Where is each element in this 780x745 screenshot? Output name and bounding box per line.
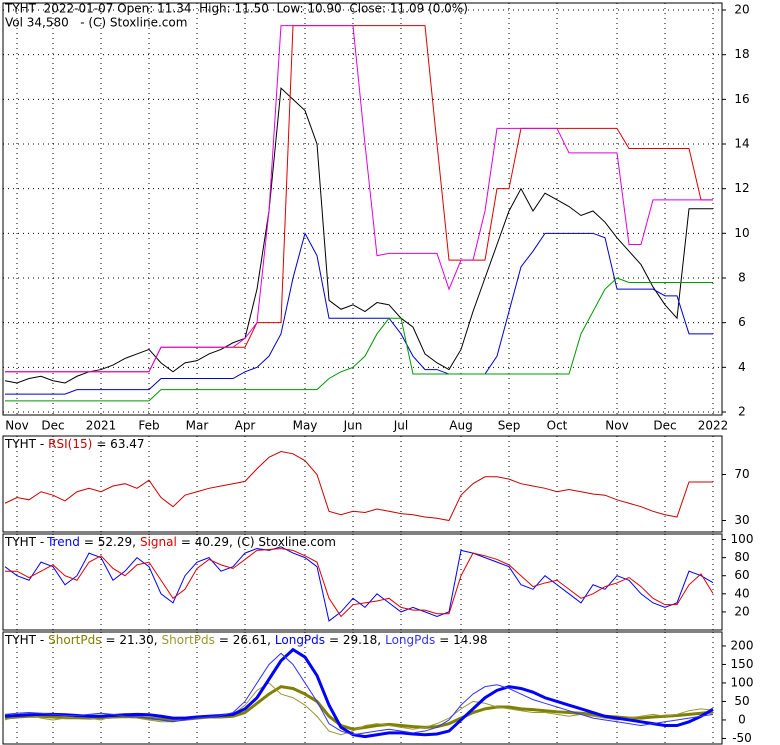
x-tick-label: Nov bbox=[605, 419, 628, 433]
panel-frame bbox=[2, 631, 723, 745]
legend-name: Trend bbox=[46, 535, 80, 549]
y-tick-label: 60 bbox=[734, 568, 749, 582]
y-tick-label: 50 bbox=[734, 694, 749, 708]
y-tick-label: 16 bbox=[734, 92, 749, 106]
panel-legend: TYHT - Trend = 52.29, Signal = 40.29, (C) Sto… bbox=[4, 535, 336, 549]
y-tick-label: 14 bbox=[734, 137, 749, 151]
legend-name: RSI(15) bbox=[48, 437, 92, 451]
series-line bbox=[4, 647, 714, 739]
legend-name: Signal bbox=[140, 535, 177, 549]
legend-name: LongPds bbox=[275, 633, 325, 647]
x-tick-label: 2021 bbox=[86, 419, 117, 433]
y-tick-label: 200 bbox=[731, 638, 754, 652]
x-tick-label: Jun bbox=[343, 419, 363, 433]
legend-readout: = 21.30, bbox=[105, 633, 157, 647]
y-tick-label: 8 bbox=[738, 271, 746, 285]
series-line bbox=[4, 685, 714, 731]
y-tick-label: 150 bbox=[731, 657, 754, 671]
y-tick-label: 12 bbox=[734, 181, 749, 195]
legend-name: ShortPds bbox=[162, 633, 215, 647]
y-tick-label: 4 bbox=[738, 360, 746, 374]
series-line bbox=[5, 25, 713, 373]
x-tick-label: Nov bbox=[5, 419, 28, 433]
x-tick-label: Jul bbox=[393, 419, 408, 433]
series-line bbox=[5, 231, 713, 395]
panel-frame bbox=[2, 533, 723, 631]
y-tick-label: 40 bbox=[734, 586, 749, 600]
panel-frame bbox=[2, 435, 723, 533]
x-tick-label: Aug bbox=[449, 419, 472, 433]
x-tick-label: 2022 bbox=[698, 419, 729, 433]
x-tick-label: May bbox=[293, 419, 318, 433]
legend-readout: = 52.29, bbox=[84, 535, 136, 549]
panel-legend: TYHT - RSI(15) = 63.47 bbox=[4, 437, 145, 451]
y-tick-label: 30 bbox=[734, 513, 749, 527]
legend-title: TYHT - bbox=[4, 437, 44, 451]
series-line bbox=[4, 546, 714, 622]
y-tick-label: 20 bbox=[734, 3, 749, 17]
x-tick-label: Feb bbox=[138, 419, 159, 433]
legend-readout: = 63.47 bbox=[96, 437, 144, 451]
legend-readout: = 40.29, bbox=[181, 535, 233, 549]
legend-name: LongPds bbox=[385, 633, 435, 647]
y-tick-label: 100 bbox=[731, 532, 754, 546]
x-tick-label: Dec bbox=[41, 419, 64, 433]
legend-readout: = 26.61, bbox=[219, 633, 271, 647]
series-line bbox=[5, 25, 713, 373]
panel-legend: TYHT - ShortPds = 21.30, ShortPds = 26.61, Lo… bbox=[4, 633, 487, 647]
y-tick-label: 6 bbox=[738, 315, 746, 329]
legend-title: TYHT - bbox=[4, 535, 44, 549]
panel-frame bbox=[2, 2, 723, 416]
series-line bbox=[4, 652, 714, 736]
series-line bbox=[5, 548, 714, 618]
y-tick-label: 2 bbox=[738, 405, 746, 419]
legend-title: TYHT - bbox=[4, 633, 44, 647]
x-tick-label: Apr bbox=[235, 419, 256, 433]
legend-readout: = 29.18, bbox=[329, 633, 381, 647]
x-tick-label: Sep bbox=[498, 419, 521, 433]
x-tick-label: Dec bbox=[653, 419, 676, 433]
series-line bbox=[4, 87, 713, 384]
y-tick-label: 18 bbox=[734, 47, 749, 61]
y-tick-label: 0 bbox=[738, 712, 746, 726]
chart-subtitle: Vol 34,580 - (C) Stoxline.com bbox=[5, 16, 187, 30]
y-tick-label: 20 bbox=[734, 604, 749, 618]
y-tick-label: 70 bbox=[734, 467, 749, 481]
y-tick-label: 80 bbox=[734, 550, 749, 564]
legend-name: ShortPds bbox=[48, 633, 101, 647]
legend-readout: = 14.98 bbox=[439, 633, 487, 647]
x-tick-label: Oct bbox=[547, 419, 568, 433]
chart-title: TYHT 2022-01-07 Open: 11.34 High: 11.50 … bbox=[4, 2, 468, 16]
y-tick-label: -50 bbox=[732, 731, 752, 745]
series-line bbox=[5, 277, 713, 402]
x-tick-label: Mar bbox=[186, 419, 209, 433]
y-tick-label: 100 bbox=[731, 675, 754, 689]
legend-note: (C) Stoxline.com bbox=[237, 535, 336, 549]
series-line bbox=[4, 450, 713, 522]
y-tick-label: 10 bbox=[734, 226, 749, 240]
